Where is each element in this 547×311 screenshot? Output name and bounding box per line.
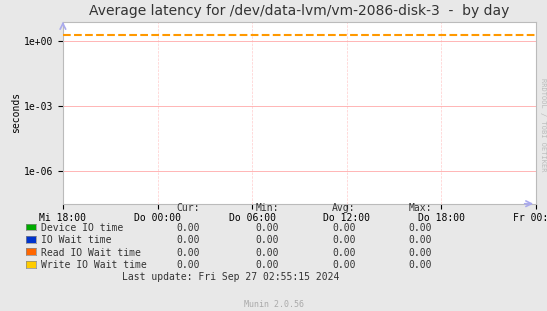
Text: 0.00: 0.00	[332, 260, 356, 270]
Text: 0.00: 0.00	[255, 248, 279, 258]
Text: IO Wait time: IO Wait time	[41, 235, 112, 245]
Text: 0.00: 0.00	[255, 235, 279, 245]
Text: 0.00: 0.00	[255, 260, 279, 270]
Text: Read IO Wait time: Read IO Wait time	[41, 248, 141, 258]
Text: 0.00: 0.00	[176, 235, 200, 245]
Text: Write IO Wait time: Write IO Wait time	[41, 260, 147, 270]
Text: 0.00: 0.00	[409, 260, 432, 270]
Text: Cur:: Cur:	[176, 203, 200, 213]
Text: 0.00: 0.00	[409, 223, 432, 233]
Text: Last update: Fri Sep 27 02:55:15 2024: Last update: Fri Sep 27 02:55:15 2024	[122, 272, 339, 282]
Text: RRDTOOL / TOBI OETIKER: RRDTOOL / TOBI OETIKER	[540, 78, 546, 171]
Text: Device IO time: Device IO time	[41, 223, 123, 233]
Text: Max:: Max:	[409, 203, 432, 213]
Text: Avg:: Avg:	[332, 203, 356, 213]
Text: 0.00: 0.00	[255, 223, 279, 233]
Text: 0.00: 0.00	[176, 223, 200, 233]
Text: 0.00: 0.00	[332, 223, 356, 233]
Text: 0.00: 0.00	[409, 235, 432, 245]
Text: Munin 2.0.56: Munin 2.0.56	[243, 300, 304, 309]
Y-axis label: seconds: seconds	[11, 92, 21, 133]
Title: Average latency for /dev/data-lvm/vm-2086-disk-3  -  by day: Average latency for /dev/data-lvm/vm-208…	[89, 4, 510, 18]
Text: 0.00: 0.00	[332, 248, 356, 258]
Text: 0.00: 0.00	[176, 248, 200, 258]
Text: 0.00: 0.00	[176, 260, 200, 270]
Text: Min:: Min:	[255, 203, 279, 213]
Text: 0.00: 0.00	[332, 235, 356, 245]
Text: 0.00: 0.00	[409, 248, 432, 258]
